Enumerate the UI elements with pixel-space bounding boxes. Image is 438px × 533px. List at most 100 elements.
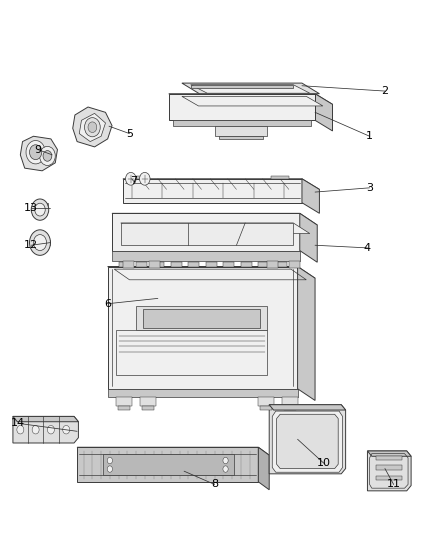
Polygon shape (367, 451, 411, 491)
Circle shape (88, 122, 97, 133)
Text: 3: 3 (366, 183, 373, 193)
Polygon shape (103, 454, 234, 475)
Polygon shape (173, 120, 311, 126)
Circle shape (223, 466, 228, 472)
Polygon shape (191, 85, 293, 88)
Polygon shape (169, 94, 315, 120)
Text: 4: 4 (364, 243, 371, 253)
Polygon shape (191, 85, 310, 93)
Polygon shape (13, 416, 78, 422)
Polygon shape (112, 213, 300, 251)
Polygon shape (118, 406, 131, 410)
Polygon shape (121, 223, 293, 245)
Polygon shape (215, 126, 267, 136)
Polygon shape (153, 262, 164, 266)
Polygon shape (149, 261, 160, 268)
Polygon shape (376, 465, 403, 470)
Polygon shape (219, 136, 263, 139)
Polygon shape (284, 406, 296, 410)
Polygon shape (376, 476, 403, 480)
Circle shape (29, 145, 42, 160)
Polygon shape (123, 179, 302, 203)
Circle shape (29, 230, 50, 255)
Polygon shape (121, 223, 310, 233)
Polygon shape (79, 114, 106, 142)
Polygon shape (112, 213, 317, 225)
Text: 2: 2 (381, 86, 389, 96)
Polygon shape (297, 266, 315, 400)
Circle shape (17, 425, 24, 434)
Polygon shape (258, 397, 274, 406)
Circle shape (43, 151, 52, 161)
Circle shape (26, 141, 45, 164)
Polygon shape (206, 262, 217, 266)
Polygon shape (13, 416, 78, 443)
Polygon shape (376, 456, 403, 460)
Circle shape (35, 203, 45, 216)
Polygon shape (142, 406, 154, 410)
Polygon shape (123, 261, 134, 268)
Polygon shape (171, 262, 182, 266)
Text: 13: 13 (24, 203, 38, 213)
Polygon shape (277, 414, 338, 469)
Polygon shape (73, 107, 112, 147)
Polygon shape (108, 266, 315, 278)
Polygon shape (136, 306, 267, 330)
Polygon shape (302, 179, 319, 213)
Polygon shape (182, 96, 323, 106)
Polygon shape (276, 262, 287, 266)
Polygon shape (188, 262, 199, 266)
Text: 11: 11 (387, 480, 401, 489)
Polygon shape (289, 261, 300, 268)
Text: 1: 1 (366, 131, 373, 141)
Polygon shape (136, 262, 147, 266)
Circle shape (140, 172, 150, 185)
Polygon shape (300, 213, 317, 262)
Polygon shape (258, 262, 269, 266)
Text: 10: 10 (317, 458, 331, 468)
Polygon shape (260, 406, 272, 410)
Circle shape (33, 235, 46, 251)
Polygon shape (123, 179, 319, 189)
Polygon shape (367, 451, 411, 456)
Polygon shape (267, 261, 278, 268)
Polygon shape (143, 309, 261, 328)
Polygon shape (272, 176, 289, 179)
Polygon shape (223, 262, 234, 266)
Circle shape (107, 457, 113, 464)
Polygon shape (112, 251, 300, 261)
Circle shape (85, 118, 100, 137)
Polygon shape (182, 83, 319, 94)
Text: 14: 14 (11, 418, 25, 429)
Circle shape (63, 425, 70, 434)
Circle shape (39, 147, 55, 165)
Polygon shape (272, 411, 343, 472)
Circle shape (31, 199, 49, 220)
Polygon shape (269, 405, 346, 410)
Polygon shape (117, 330, 267, 375)
Polygon shape (20, 136, 57, 171)
Text: 6: 6 (104, 298, 111, 309)
Polygon shape (117, 397, 132, 406)
Polygon shape (119, 262, 130, 266)
Polygon shape (169, 94, 332, 104)
Text: 12: 12 (24, 240, 38, 250)
Circle shape (107, 466, 113, 472)
Polygon shape (258, 447, 269, 490)
Text: 8: 8 (211, 480, 218, 489)
Polygon shape (141, 397, 155, 406)
Circle shape (47, 425, 54, 434)
Circle shape (126, 172, 136, 185)
Text: 7: 7 (130, 176, 138, 187)
Polygon shape (77, 447, 258, 482)
Polygon shape (241, 262, 252, 266)
Text: 9: 9 (34, 144, 41, 155)
Polygon shape (283, 397, 297, 406)
Polygon shape (32, 203, 48, 206)
Text: 5: 5 (126, 128, 133, 139)
Polygon shape (269, 405, 346, 474)
Circle shape (32, 425, 39, 434)
Polygon shape (108, 389, 297, 397)
Polygon shape (77, 447, 269, 455)
Circle shape (223, 457, 228, 464)
